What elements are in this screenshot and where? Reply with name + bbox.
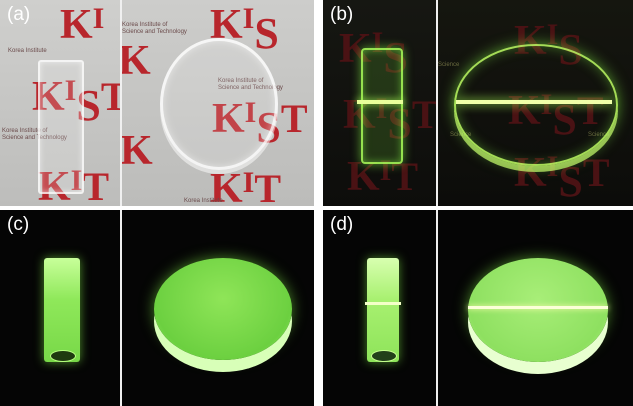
glow-line bbox=[365, 302, 401, 305]
clear-disk bbox=[160, 38, 278, 170]
panel-b: (b) KIS KIST KIT KIS KIST KIST Science S… bbox=[323, 0, 633, 206]
kist-logo: KIST bbox=[32, 74, 120, 130]
clear-cuvette bbox=[38, 60, 84, 194]
green-disk bbox=[154, 258, 292, 360]
panel-a-disk-view: KIS K Korea Institute of Science and Tec… bbox=[122, 0, 314, 206]
divider bbox=[436, 210, 438, 406]
kist-logo: K bbox=[122, 128, 153, 174]
glowing-disk bbox=[454, 44, 618, 166]
panel-a-label: (a) bbox=[7, 4, 31, 25]
kist-logo: KI bbox=[60, 2, 105, 48]
panel-c-label: (c) bbox=[7, 214, 30, 235]
panel-c: (c) bbox=[0, 210, 314, 406]
glow-line bbox=[456, 100, 612, 104]
kist-logo: KIT bbox=[210, 166, 282, 207]
kist-logo: KIT bbox=[347, 154, 419, 200]
panel-b-cuvette-view: KIS KIST KIT bbox=[323, 0, 436, 206]
green-cuvette bbox=[367, 258, 399, 362]
cuvette-base bbox=[50, 350, 76, 362]
kist-logo: K bbox=[122, 38, 151, 84]
divider bbox=[436, 0, 438, 206]
panel-d-label: (d) bbox=[330, 214, 354, 235]
panel-a-cuvette-view: KI Korea Institute KIST Korea Institute … bbox=[0, 0, 120, 206]
divider bbox=[120, 0, 122, 206]
panel-a: (a) KI Korea Institute KIST Korea Instit… bbox=[0, 0, 314, 206]
glow-line bbox=[357, 100, 403, 104]
panel-b-label: (b) bbox=[330, 4, 354, 25]
institute-text: Korea Institute bbox=[184, 198, 223, 204]
institute-text: Korea Institute bbox=[8, 48, 47, 54]
panel-d-disk-view bbox=[438, 210, 633, 406]
institute-text: Korea Institute of Science and Technolog… bbox=[2, 128, 67, 141]
panel-b-disk-view: KIS KIST KIST Science Science Science bbox=[438, 0, 633, 206]
kist-logo: KIT bbox=[38, 164, 110, 207]
green-cuvette bbox=[44, 258, 80, 362]
green-disk bbox=[468, 258, 608, 362]
glowing-cuvette bbox=[361, 48, 403, 164]
kist-logo: KIST bbox=[343, 92, 436, 148]
glow-line bbox=[468, 306, 608, 309]
panel-d: (d) bbox=[323, 210, 633, 406]
divider bbox=[120, 210, 122, 406]
panel-c-cuvette-view bbox=[0, 210, 120, 406]
institute-text: Korea Institute of Science and Technolog… bbox=[122, 22, 187, 35]
cuvette-base bbox=[371, 350, 397, 362]
kist-logo: KIS bbox=[339, 26, 408, 82]
panel-d-cuvette-view bbox=[323, 210, 436, 406]
institute-text: Science bbox=[450, 132, 472, 138]
panel-c-disk-view bbox=[122, 210, 314, 406]
institute-text: Science bbox=[438, 62, 460, 68]
